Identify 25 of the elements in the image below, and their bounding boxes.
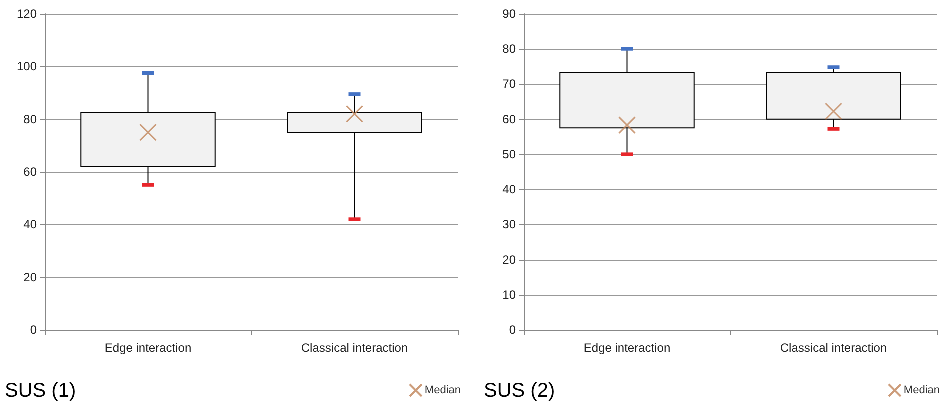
y-tick-label: 10 bbox=[502, 288, 516, 302]
text: SUS (2) bbox=[484, 380, 556, 402]
y-tick-label: 0 bbox=[509, 323, 516, 337]
y-tick-label: 40 bbox=[502, 182, 516, 197]
y-tick-label: 120 bbox=[16, 7, 38, 21]
legend-label: Median bbox=[904, 384, 940, 396]
legend-label: Median bbox=[424, 384, 461, 396]
y-tick-label: 60 bbox=[502, 112, 516, 126]
y-tick-label: 100 bbox=[16, 60, 38, 74]
x-tick-label: Classical interaction bbox=[780, 341, 888, 355]
y-tick-label: 80 bbox=[24, 112, 38, 126]
x-tick-label: Classical interaction bbox=[301, 341, 408, 355]
y-tick-label: 60 bbox=[24, 165, 38, 179]
y-tick-label: 0 bbox=[30, 323, 38, 337]
y-tick-label: 20 bbox=[502, 252, 516, 267]
y-tick-label: 30 bbox=[502, 218, 516, 232]
y-tick-label: 70 bbox=[502, 77, 516, 92]
x-tick-label: Edge interaction bbox=[584, 341, 671, 355]
y-tick-label: 50 bbox=[502, 147, 516, 162]
x-tick-label: Edge interaction bbox=[104, 341, 192, 355]
y-tick-label: 80 bbox=[502, 42, 516, 56]
y-tick-label: 20 bbox=[24, 270, 38, 284]
y-tick-label: 90 bbox=[502, 7, 516, 21]
y-tick-label: 40 bbox=[24, 218, 38, 232]
text: SUS (1) bbox=[5, 380, 76, 402]
